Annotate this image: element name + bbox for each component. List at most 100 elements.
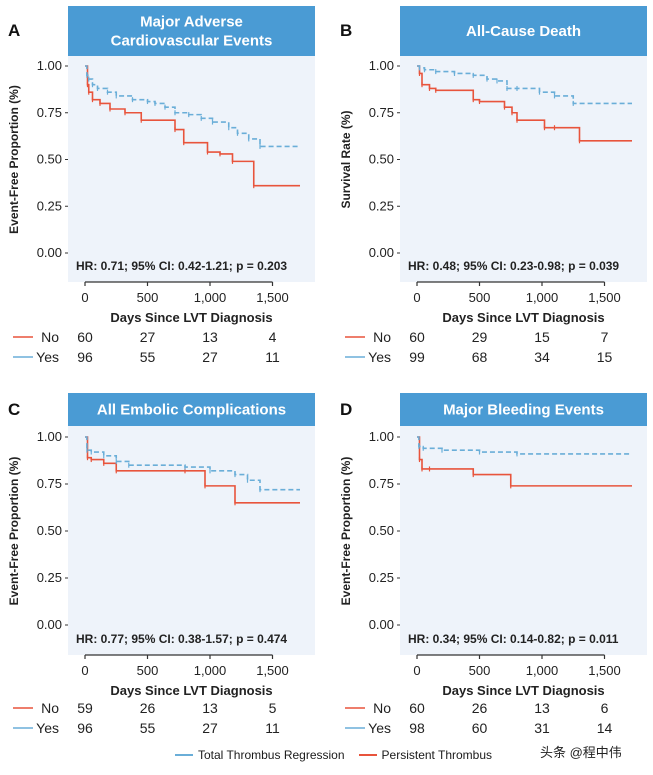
- y-tick-label: 0.00: [369, 245, 394, 260]
- x-tick-label: 500: [137, 290, 159, 305]
- risk-value: 34: [534, 349, 550, 365]
- risk-label-yes: Yes: [368, 349, 391, 365]
- x-tick-label: 1,000: [526, 290, 559, 305]
- legend-item-yes: Total Thrombus Regression: [175, 748, 345, 762]
- risk-value: 11: [265, 720, 280, 736]
- risk-value: 96: [77, 720, 93, 736]
- risk-label-no: No: [373, 700, 391, 716]
- panel-letter: A: [8, 21, 20, 40]
- hr-annotation: HR: 0.71; 95% CI: 0.42-1.21; p = 0.203: [76, 259, 287, 273]
- y-tick-label: 0.25: [37, 570, 62, 585]
- x-tick-label: 500: [137, 663, 159, 678]
- risk-value: 60: [409, 700, 425, 716]
- x-axis-title: Days Since LVT Diagnosis: [110, 310, 272, 325]
- x-tick-label: 0: [81, 290, 88, 305]
- risk-value: 14: [597, 720, 613, 736]
- risk-label-no: No: [41, 329, 59, 345]
- x-axis-title: Days Since LVT Diagnosis: [442, 310, 604, 325]
- risk-value: 27: [202, 349, 218, 365]
- y-tick-label: 0.25: [37, 198, 62, 213]
- panel-letter: C: [8, 400, 20, 419]
- risk-value: 99: [409, 349, 425, 365]
- x-tick-label: 1,500: [256, 290, 289, 305]
- legend-label-yes: Total Thrombus Regression: [198, 748, 345, 762]
- risk-value: 96: [77, 349, 93, 365]
- legend: Total Thrombus Regression Persistent Thr…: [175, 748, 506, 762]
- risk-label-yes: Yes: [368, 720, 391, 736]
- risk-value: 27: [202, 720, 218, 736]
- y-axis-title: Event-Free Proportion (%): [7, 85, 21, 234]
- x-tick-label: 500: [469, 663, 491, 678]
- y-tick-label: 1.00: [369, 429, 394, 444]
- risk-value: 60: [472, 720, 488, 736]
- risk-value: 59: [77, 700, 93, 716]
- panel-title: All Embolic Complications: [97, 402, 286, 419]
- panel-title: Cardiovascular Events: [111, 33, 273, 50]
- y-axis-title: Event-Free Proportion (%): [339, 457, 353, 606]
- risk-value: 60: [77, 329, 93, 345]
- series-line-yes: [85, 65, 300, 148]
- risk-label-no: No: [41, 700, 59, 716]
- risk-value: 31: [534, 720, 550, 736]
- risk-value: 13: [202, 700, 218, 716]
- x-tick-label: 1,500: [588, 663, 621, 678]
- risk-value: 15: [534, 329, 550, 345]
- x-tick-label: 1,000: [526, 663, 559, 678]
- y-axis-title: Event-Free Proportion (%): [7, 457, 21, 606]
- y-tick-label: 0.75: [369, 476, 394, 491]
- hr-annotation: HR: 0.77; 95% CI: 0.38-1.57; p = 0.474: [76, 632, 287, 646]
- y-tick-label: 1.00: [37, 429, 62, 444]
- risk-value: 13: [202, 329, 218, 345]
- risk-value: 7: [601, 329, 609, 345]
- risk-value: 98: [409, 720, 425, 736]
- x-tick-label: 1,000: [194, 290, 227, 305]
- x-tick-label: 0: [81, 663, 88, 678]
- x-tick-label: 0: [413, 663, 420, 678]
- y-tick-label: 0.50: [369, 152, 394, 167]
- risk-value: 13: [534, 700, 550, 716]
- risk-value: 5: [269, 700, 277, 716]
- x-tick-label: 1,500: [588, 290, 621, 305]
- risk-value: 6: [601, 700, 609, 716]
- y-tick-label: 0.25: [369, 570, 394, 585]
- series-line-no: [85, 65, 300, 187]
- x-axis-title: Days Since LVT Diagnosis: [442, 683, 604, 698]
- panel-title-bar: [400, 6, 647, 56]
- risk-value: 4: [269, 329, 277, 345]
- y-axis-title: Survival Rate (%): [339, 110, 353, 208]
- y-tick-label: 0.75: [369, 105, 394, 120]
- y-tick-label: 0.00: [369, 617, 394, 632]
- legend-label-no: Persistent Thrombus: [381, 748, 493, 762]
- y-tick-label: 0.50: [369, 523, 394, 538]
- y-tick-label: 1.00: [369, 58, 394, 73]
- panel-title-bar: [68, 6, 315, 56]
- hr-annotation: HR: 0.34; 95% CI: 0.14-0.82; p = 0.011: [408, 632, 619, 646]
- risk-value: 26: [472, 700, 488, 716]
- x-tick-label: 500: [469, 290, 491, 305]
- risk-value: 60: [409, 329, 425, 345]
- risk-value: 27: [140, 329, 156, 345]
- hr-annotation: HR: 0.48; 95% CI: 0.23-0.98; p = 0.039: [408, 259, 619, 273]
- y-tick-label: 0.75: [37, 105, 62, 120]
- y-tick-label: 0.00: [37, 617, 62, 632]
- risk-value: 26: [140, 700, 156, 716]
- y-tick-label: 0.00: [37, 245, 62, 260]
- panel-letter: B: [340, 21, 352, 40]
- panel-c: All Embolic Complications C 0.00 0.25 0.50 0.…: [7, 393, 315, 736]
- panel-title: Major Bleeding Events: [443, 402, 604, 419]
- risk-value: 11: [265, 349, 280, 365]
- risk-value: 68: [472, 349, 488, 365]
- x-tick-label: 0: [413, 290, 420, 305]
- panel-title-bar: [400, 393, 647, 426]
- panel-title: All-Cause Death: [466, 23, 581, 40]
- y-tick-label: 0.50: [37, 523, 62, 538]
- watermark: 头条 @程中伟: [540, 745, 622, 760]
- risk-value: 55: [140, 720, 156, 736]
- x-tick-label: 1,500: [256, 663, 289, 678]
- panel-title: Major Adverse: [140, 14, 243, 31]
- panel-background: [400, 393, 647, 655]
- y-tick-label: 0.50: [37, 152, 62, 167]
- panel-title-bar: [68, 393, 315, 426]
- risk-label-yes: Yes: [36, 720, 59, 736]
